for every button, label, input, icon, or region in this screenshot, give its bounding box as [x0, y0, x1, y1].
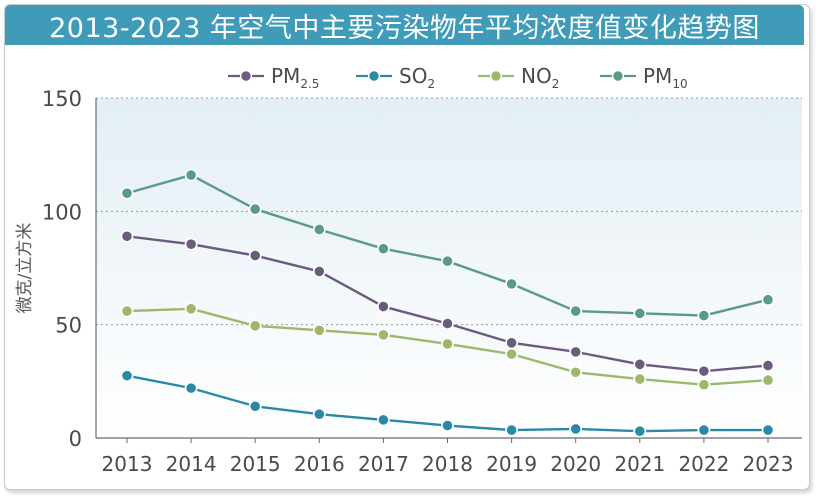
- y-axis-label: 微克/立方米: [15, 223, 35, 314]
- legend-label: SO2: [399, 64, 435, 91]
- data-point: [376, 242, 390, 256]
- x-tick-label: 2022: [678, 452, 729, 476]
- data-point: [761, 373, 775, 387]
- data-point: [184, 168, 198, 182]
- legend-marker: [489, 69, 503, 83]
- data-point: [633, 306, 647, 320]
- data-point: [376, 328, 390, 342]
- data-point: [248, 202, 262, 216]
- data-point: [505, 347, 518, 361]
- data-point: [184, 381, 198, 395]
- legend-marker: [611, 69, 625, 83]
- data-point: [441, 317, 454, 330]
- data-point: [761, 293, 775, 307]
- data-point: [120, 304, 134, 318]
- x-tick-label: 2015: [230, 452, 281, 476]
- data-point: [697, 378, 711, 392]
- y-tick-label: 150: [42, 87, 82, 111]
- plot-area: [96, 98, 802, 438]
- legend-label: PM10: [643, 64, 688, 91]
- data-point: [505, 336, 518, 350]
- data-point: [376, 413, 390, 427]
- y-tick-label: 50: [55, 314, 82, 338]
- legend-label: PM2.5: [271, 64, 319, 91]
- data-point: [697, 364, 711, 378]
- data-point: [312, 323, 326, 337]
- data-point: [505, 277, 518, 291]
- data-point: [761, 359, 775, 372]
- data-point: [312, 407, 326, 421]
- legend-marker: [367, 69, 381, 83]
- x-tick-label: 2014: [166, 452, 217, 476]
- x-tick-label: 2020: [550, 452, 601, 476]
- x-tick-label: 2013: [102, 452, 153, 476]
- data-point: [633, 357, 647, 371]
- legend-item-3: NO2: [478, 64, 559, 91]
- data-point: [569, 365, 583, 379]
- data-point: [633, 372, 647, 386]
- data-point: [569, 422, 583, 436]
- data-point: [441, 419, 454, 432]
- data-point: [697, 309, 711, 322]
- data-point: [184, 302, 198, 316]
- y-tick-label: 100: [42, 200, 82, 224]
- data-point: [761, 423, 775, 437]
- legend-item-1: PM2.5: [228, 64, 319, 91]
- data-point: [312, 264, 326, 278]
- data-point: [248, 249, 262, 262]
- chart-title: 2013-2023 年空气中主要污染物年平均浓度值变化趋势图: [5, 5, 804, 45]
- data-point: [248, 399, 262, 413]
- data-point: [633, 424, 647, 438]
- data-point: [697, 423, 711, 437]
- data-point: [120, 229, 134, 243]
- legend-label: NO2: [521, 64, 559, 91]
- legend-item-4: PM10: [600, 64, 688, 91]
- data-point: [312, 223, 326, 236]
- x-tick-label: 2021: [614, 452, 665, 476]
- data-point: [248, 319, 262, 333]
- data-point: [441, 254, 454, 268]
- data-point: [184, 237, 198, 251]
- data-point: [376, 300, 390, 313]
- data-point: [120, 369, 134, 383]
- data-point: [120, 186, 134, 200]
- legend-marker: [239, 69, 253, 83]
- x-tick-label: 2023: [743, 452, 794, 476]
- x-tick-label: 2018: [422, 452, 473, 476]
- data-point: [505, 423, 518, 437]
- x-tick-label: 2016: [294, 452, 345, 476]
- data-point: [569, 345, 583, 359]
- data-point: [569, 304, 583, 318]
- data-point: [441, 337, 454, 351]
- x-tick-label: 2017: [358, 452, 409, 476]
- legend-item-2: SO2: [356, 64, 435, 91]
- y-tick-label: 0: [69, 427, 82, 451]
- x-tick-label: 2019: [486, 452, 537, 476]
